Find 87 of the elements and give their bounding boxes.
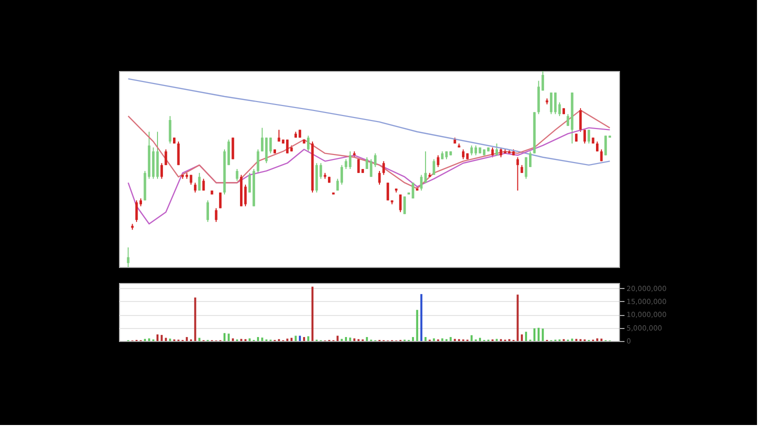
candlestick bbox=[236, 168, 238, 182]
bar bbox=[160, 334, 163, 341]
candlestick bbox=[198, 172, 201, 192]
candlestick bbox=[256, 148, 260, 174]
candlestick bbox=[420, 174, 423, 192]
candlestick bbox=[370, 158, 372, 178]
candlestick bbox=[579, 108, 582, 132]
candlestick bbox=[382, 160, 385, 176]
candlestick bbox=[348, 150, 352, 170]
candlestick bbox=[378, 170, 381, 186]
bar bbox=[353, 338, 356, 341]
candlestick bbox=[516, 156, 519, 192]
bar bbox=[416, 310, 418, 341]
candlestick bbox=[558, 102, 561, 117]
candlestick bbox=[194, 182, 196, 194]
candlestick bbox=[126, 246, 130, 268]
bar bbox=[164, 338, 167, 341]
bar bbox=[232, 338, 234, 341]
bar bbox=[538, 328, 540, 341]
bar bbox=[336, 336, 339, 341]
bar bbox=[224, 333, 226, 341]
candlestick bbox=[524, 156, 528, 180]
bar bbox=[311, 286, 314, 341]
bar bbox=[156, 334, 159, 341]
candlestick bbox=[495, 143, 498, 156]
bar bbox=[257, 337, 260, 341]
bar bbox=[420, 294, 422, 341]
bar bbox=[344, 337, 347, 341]
bar bbox=[478, 338, 481, 341]
bar bbox=[349, 338, 352, 341]
bar bbox=[228, 334, 230, 341]
candlestick bbox=[177, 141, 180, 166]
candlestick bbox=[583, 129, 586, 144]
candlestick bbox=[386, 182, 390, 201]
bar bbox=[424, 337, 427, 341]
candlestick bbox=[307, 135, 310, 152]
bar bbox=[261, 338, 264, 341]
candlestick bbox=[206, 200, 210, 222]
bar bbox=[198, 338, 200, 341]
bar bbox=[470, 335, 473, 341]
candlestick bbox=[554, 92, 557, 115]
candlestick bbox=[357, 158, 360, 174]
bar bbox=[441, 338, 444, 341]
bar bbox=[294, 336, 297, 341]
bar bbox=[298, 336, 301, 341]
candlestick bbox=[470, 144, 473, 156]
candlestick bbox=[596, 141, 598, 152]
candlestick bbox=[219, 192, 222, 209]
candlestick bbox=[160, 162, 163, 180]
bar bbox=[516, 294, 519, 341]
candlestick bbox=[500, 146, 502, 158]
candlestick bbox=[432, 158, 436, 176]
candlestick bbox=[436, 154, 440, 168]
bar bbox=[194, 298, 196, 341]
candlestick bbox=[214, 208, 218, 222]
bar bbox=[450, 337, 452, 341]
candlestick bbox=[232, 137, 234, 160]
bar bbox=[596, 338, 598, 341]
candlestick bbox=[462, 148, 464, 160]
bar bbox=[307, 336, 310, 341]
candlestick bbox=[550, 92, 552, 115]
bar bbox=[533, 328, 536, 341]
candlestick bbox=[474, 144, 478, 156]
bar bbox=[248, 338, 251, 341]
candlestick bbox=[399, 194, 402, 213]
candlestick bbox=[265, 137, 268, 164]
bar bbox=[412, 337, 414, 341]
candlestick bbox=[164, 148, 168, 166]
candlestick bbox=[424, 150, 427, 184]
bar bbox=[290, 338, 293, 341]
bar bbox=[186, 337, 188, 341]
bar bbox=[520, 334, 523, 341]
candlestick bbox=[604, 135, 607, 156]
bar bbox=[303, 337, 306, 341]
candlestick bbox=[168, 116, 172, 144]
bar bbox=[542, 328, 544, 341]
candlestick bbox=[286, 139, 289, 154]
candlestick bbox=[269, 137, 272, 154]
bar bbox=[366, 337, 368, 341]
candlestick bbox=[135, 200, 138, 222]
candlestick bbox=[344, 158, 348, 170]
bar bbox=[148, 338, 150, 341]
candlestick bbox=[566, 114, 570, 126]
candlestick bbox=[588, 129, 590, 144]
bar bbox=[432, 338, 435, 341]
bar bbox=[525, 332, 528, 341]
candlestick bbox=[412, 182, 414, 199]
